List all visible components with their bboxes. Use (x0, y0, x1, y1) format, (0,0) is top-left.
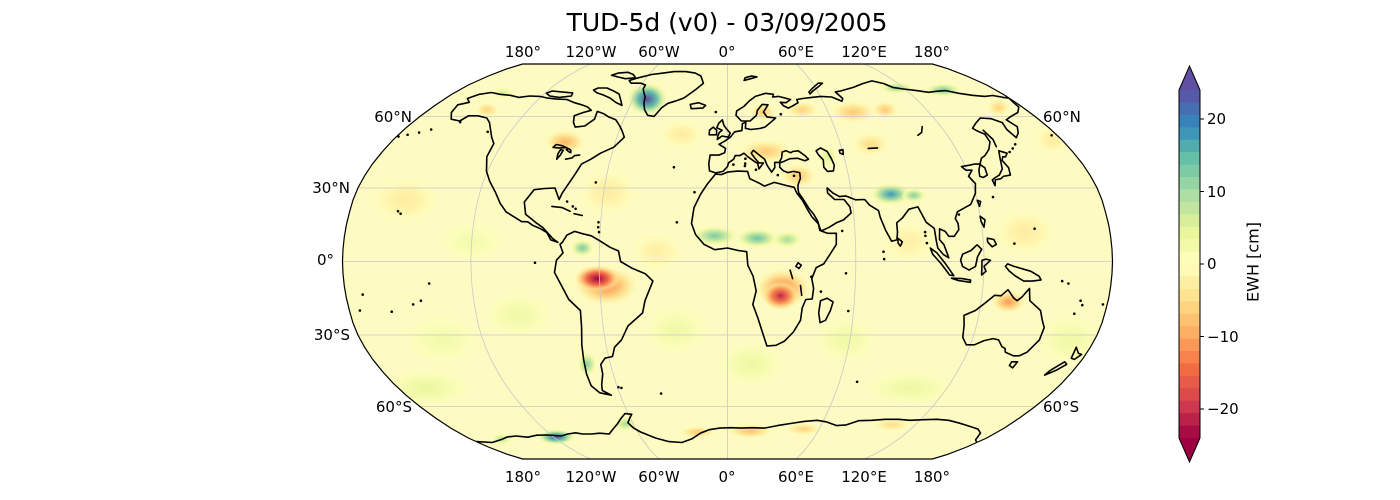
island-dots (358, 110, 1105, 395)
colorbar-tick-m10: −10 (1207, 328, 1239, 346)
lon-label-top-120e: 120°E (841, 43, 887, 61)
lat-label-left-30n: 30°N (312, 179, 350, 197)
lon-label-top-0: 0° (718, 43, 736, 61)
lon-label-bottom-0: 0° (718, 468, 736, 486)
colorbar-tick-10: 10 (1207, 183, 1227, 201)
plot-title: TUD-5d (v0) - 03/09/2005 (566, 8, 888, 37)
lat-label-right-60s: 60°S (1043, 398, 1080, 416)
lon-label-bottom-120e: 120°E (841, 468, 887, 486)
map-border (341, 63, 1114, 460)
graticule (342, 64, 1113, 459)
lon-label-top-60e: 60°E (777, 43, 815, 61)
lon-label-bottom-180w: 180° (504, 468, 542, 486)
lon-label-top-60w: 60°W (638, 43, 680, 61)
lat-label-left-30s: 30°S (313, 326, 350, 344)
lat-label-right-60n: 60°N (1043, 108, 1081, 126)
colorbar-tick-m20: −20 (1207, 400, 1239, 418)
lat-label-left-60s: 60°S (375, 398, 412, 416)
lon-label-bottom-60w: 60°W (638, 468, 680, 486)
lon-label-top-120w: 120°W (565, 43, 617, 61)
lon-label-bottom-60e: 60°E (777, 468, 815, 486)
lon-label-bottom-180e: 180° (913, 468, 951, 486)
lon-label-top-180e: 180° (913, 43, 951, 61)
lon-label-top-180w: 180° (504, 43, 542, 61)
colorbar-tick-0: 0 (1207, 255, 1217, 273)
lat-label-left-0: 0° (316, 251, 334, 269)
lon-label-bottom-120w: 120°W (565, 468, 617, 486)
coastlines (450, 70, 1083, 444)
colorbar-tick-20: 20 (1207, 110, 1227, 128)
colorbar-axis-label: EWH [cm] (1243, 222, 1263, 302)
colorbar (1178, 64, 1204, 464)
lat-label-left-60n: 60°N (374, 108, 412, 126)
